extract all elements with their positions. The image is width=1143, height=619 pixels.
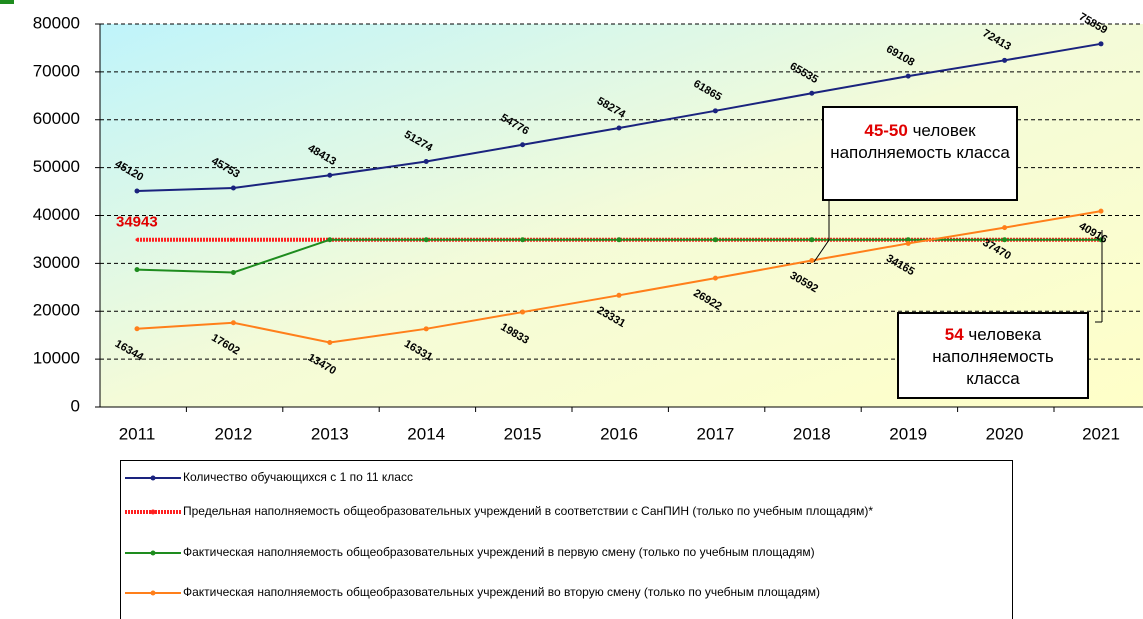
- x-tick-label: 2021: [1082, 424, 1120, 443]
- y-tick-label: 40000: [33, 205, 80, 224]
- y-tick-label: 80000: [33, 13, 80, 32]
- annotation-box: 54 человека наполняемость класса: [897, 312, 1089, 399]
- x-tick-label: 2020: [986, 424, 1024, 443]
- series-point: [423, 159, 429, 165]
- series-point: [1002, 225, 1008, 231]
- series-point: [1002, 237, 1008, 243]
- legend-label: Количество обучающихся с 1 по 11 класс: [183, 470, 413, 484]
- series-point: [712, 108, 718, 114]
- y-tick-label: 50000: [33, 157, 80, 176]
- y-tick-label: 30000: [33, 253, 80, 272]
- legend-swatch: [125, 550, 181, 556]
- x-tick-label: 2013: [311, 424, 349, 443]
- legend-point: [150, 550, 156, 556]
- series-point: [616, 125, 622, 131]
- legend-point: [150, 509, 156, 515]
- series-point: [327, 237, 333, 243]
- legend-entry: Фактическая наполняемость общеобразовате…: [121, 546, 1001, 559]
- x-tick-label: 2011: [119, 424, 156, 443]
- y-tick-label: 20000: [33, 301, 80, 320]
- series-point: [423, 326, 429, 332]
- bracket: [813, 239, 830, 263]
- series-point: [616, 237, 622, 243]
- annotation-text: человека наполняемость класса: [932, 325, 1054, 388]
- legend-entry: Предельная наполняемость общеобразовател…: [121, 505, 1001, 518]
- data-label: 34943: [116, 214, 158, 231]
- x-tick-label: 2018: [793, 424, 831, 443]
- series-point: [712, 237, 718, 243]
- legend-point: [150, 590, 156, 596]
- x-tick-label: 2012: [214, 424, 252, 443]
- series-point: [230, 185, 236, 191]
- series-point: [1098, 41, 1104, 47]
- legend: Количество обучающихся с 1 по 11 класс Пр…: [120, 460, 1013, 619]
- series-point: [134, 267, 140, 273]
- y-tick-label: 10000: [33, 349, 80, 368]
- series-point: [905, 240, 911, 246]
- y-tick-label: 60000: [33, 109, 80, 128]
- series-point: [520, 309, 526, 315]
- x-tick-label: 2016: [600, 424, 638, 443]
- x-tick-label: 2017: [696, 424, 734, 443]
- series-point: [230, 320, 236, 326]
- legend-label: Фактическая наполняемость общеобразовате…: [183, 585, 820, 599]
- legend-swatch: [125, 475, 181, 481]
- series-point: [134, 326, 140, 332]
- legend-entry: Фактическая наполняемость общеобразовате…: [121, 586, 1001, 599]
- series-point: [230, 269, 236, 275]
- x-tick-label: 2014: [407, 424, 445, 443]
- legend-label: Фактическая наполняемость общеобразовате…: [183, 545, 815, 559]
- series-point: [327, 340, 333, 346]
- annotation-box: 45-50 человек наполняемость класса: [822, 106, 1018, 201]
- legend-swatch: [125, 590, 181, 596]
- annotation-highlight: 45-50: [864, 121, 908, 140]
- series-point: [905, 73, 911, 79]
- series-point: [231, 238, 235, 242]
- series-point: [809, 90, 815, 96]
- series-point: [520, 142, 526, 148]
- series-point: [616, 292, 622, 298]
- series-point: [809, 258, 815, 264]
- x-tick-label: 2015: [504, 424, 542, 443]
- series-point: [134, 188, 140, 194]
- chart: 0 10000 20000 30000 40000 50000 60000 70000 8000…: [0, 0, 1143, 443]
- series-point: [520, 237, 526, 243]
- legend-swatch: [125, 509, 181, 515]
- series-point: [423, 237, 429, 243]
- y-tick-label: 70000: [33, 61, 80, 80]
- legend-label: Предельная наполняемость общеобразовател…: [183, 504, 874, 518]
- legend-entry: Количество обучающихся с 1 по 11 класс: [121, 471, 1001, 484]
- x-tick-label: 2019: [889, 424, 927, 443]
- series-point: [712, 275, 718, 281]
- series-point: [327, 172, 333, 178]
- series-point: [1098, 208, 1104, 214]
- series-point: [905, 237, 911, 243]
- series-point: [809, 237, 815, 243]
- series-point: [135, 238, 139, 242]
- y-tick-label: 0: [71, 396, 80, 415]
- annotation-text: человек наполняемость класса: [830, 121, 1010, 162]
- corner-mark: [0, 0, 14, 4]
- legend-point: [150, 475, 156, 481]
- annotation-highlight: 54: [944, 325, 964, 344]
- series-point: [1002, 57, 1008, 63]
